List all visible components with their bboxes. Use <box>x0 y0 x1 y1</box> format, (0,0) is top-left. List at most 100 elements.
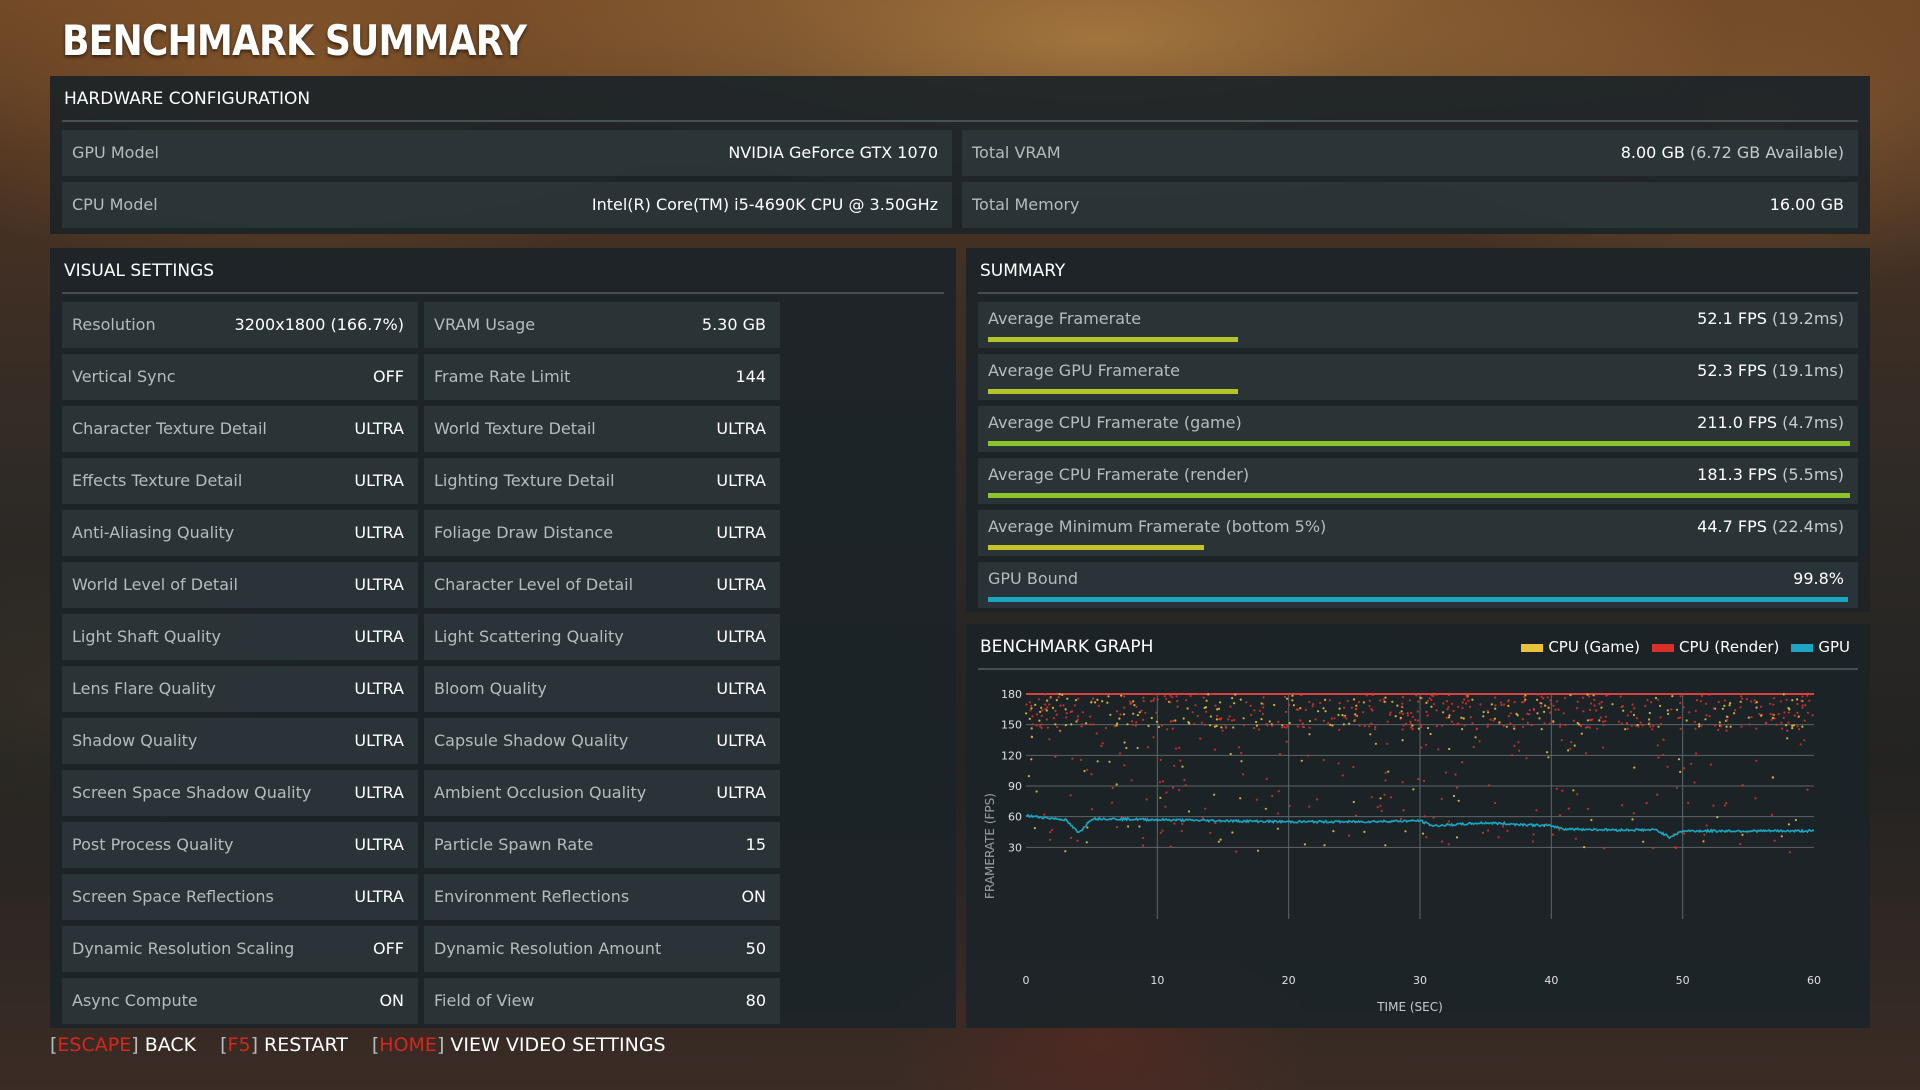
cpu-render-point <box>1619 695 1622 698</box>
cpu-render-point <box>1793 714 1796 717</box>
cpu-render-point <box>1265 777 1268 780</box>
cpu-render-point <box>1345 717 1348 720</box>
cpu-render-point <box>1559 723 1562 726</box>
cpu-render-point <box>1213 748 1217 751</box>
cpu-game-point <box>1273 703 1276 707</box>
cpu-render-point <box>1725 719 1728 722</box>
cpu-render-point <box>1786 729 1789 732</box>
cpu-render-point <box>1770 813 1774 816</box>
cpu-render-point <box>1245 701 1248 704</box>
setting-row-async-compute: Async Compute ON <box>62 978 418 1024</box>
setting-value: ULTRA <box>354 523 404 542</box>
cpu-game-point <box>1233 702 1236 705</box>
cpu-game-point <box>1132 712 1135 715</box>
cpu-game-point <box>1147 724 1150 728</box>
y-axis-label: FRAMERATE (FPS) <box>983 793 997 899</box>
cpu-game-point <box>1417 727 1420 730</box>
cpu-game-point <box>1786 737 1789 740</box>
cpu-game-point <box>1725 725 1728 728</box>
setting-label: Ambient Occlusion Quality <box>434 783 647 802</box>
cpu-render-point <box>1708 693 1711 696</box>
cpu-render-point <box>1422 779 1426 783</box>
cpu-render-point <box>1379 699 1382 702</box>
cpu-game-point <box>1115 724 1118 727</box>
setting-label: Async Compute <box>72 991 198 1010</box>
back-control[interactable]: [ESCAPE] BACK <box>50 1034 196 1056</box>
cpu-render-point <box>1543 722 1546 725</box>
cpu-game-point <box>1231 831 1234 834</box>
cpu-render-point <box>1368 705 1371 708</box>
restart-control[interactable]: [F5] RESTART <box>220 1034 348 1056</box>
cpu-game-point <box>1260 718 1263 721</box>
setting-label: Dynamic Resolution Amount <box>434 939 662 958</box>
cpu-render-point <box>1343 715 1346 718</box>
cpu-game-point <box>1679 770 1682 773</box>
cpu-game-point <box>1369 733 1372 736</box>
cpu-render-point <box>1040 723 1043 726</box>
cpu-render-point <box>1175 747 1178 750</box>
cpu-render-point <box>1301 722 1304 725</box>
cpu-render-point <box>1530 724 1533 727</box>
cpu-render-point <box>1584 752 1588 755</box>
cpu-render-point <box>1785 698 1788 701</box>
cpu-render-point <box>1635 717 1638 720</box>
setting-label: Environment Reflections <box>434 887 630 906</box>
cpu-render-point <box>1463 724 1466 727</box>
cpu-render-point <box>1365 694 1368 697</box>
cpu-render-point <box>1494 696 1497 699</box>
cpu-game-point <box>1362 701 1365 704</box>
cpu-render-point <box>1203 723 1206 726</box>
cpu-render-point <box>1319 701 1322 704</box>
cpu-render-point <box>1129 702 1132 705</box>
cpu-render-point <box>1739 706 1742 709</box>
cpu-render-point <box>1695 699 1699 702</box>
cpu-game-point <box>1573 744 1576 747</box>
cpu-game-point <box>1723 704 1726 707</box>
cpu-render-point <box>1070 836 1073 839</box>
cpu-render-point <box>1758 712 1761 716</box>
summary-heading: SUMMARY <box>978 248 1858 294</box>
cpu-render-point <box>1432 694 1435 698</box>
cpu-game-point <box>1622 709 1625 712</box>
cpu-render-point <box>1590 702 1593 705</box>
cpu-render-point <box>1050 828 1054 832</box>
cpu-render-point <box>1709 763 1712 766</box>
view-video-settings-control[interactable]: [HOME] VIEW VIDEO SETTINGS <box>372 1034 666 1056</box>
cpu-render-point <box>1507 700 1510 703</box>
cpu-model-row: CPU Model Intel(R) Core(TM) i5-4690K CPU… <box>62 182 952 228</box>
cpu-game-point <box>1030 727 1033 730</box>
cpu-game-point <box>1632 713 1636 717</box>
cpu-render-point <box>1457 705 1460 708</box>
cpu-game-point <box>1136 746 1139 750</box>
cpu-game-point <box>1324 698 1327 701</box>
cpu-render-point <box>1119 752 1122 755</box>
cpu-render-point <box>1228 715 1231 718</box>
cpu-render-point <box>1350 706 1353 709</box>
cpu-game-point <box>1507 704 1510 707</box>
key-escape: ESCAPE <box>57 1034 132 1056</box>
cpu-game-point <box>1544 704 1547 707</box>
cpu-game-point <box>1791 727 1794 730</box>
cpu-render-point <box>1725 802 1728 805</box>
graph-legend: CPU (Game) CPU (Render) GPU <box>1521 638 1850 656</box>
cpu-render-point <box>1338 702 1341 705</box>
cpu-render-point <box>1031 723 1034 726</box>
setting-value: 15 <box>745 835 766 854</box>
cpu-render-point <box>1679 727 1682 730</box>
cpu-render-point <box>1169 720 1172 723</box>
cpu-render-point <box>1574 837 1577 840</box>
cpu-game-point <box>1323 844 1326 847</box>
cpu-render-point <box>1442 702 1445 705</box>
cpu-game-point <box>1096 698 1099 701</box>
cpu-game-point <box>1281 724 1284 727</box>
cpu-render-point <box>1054 755 1057 758</box>
cpu-game-point <box>1348 722 1351 725</box>
key-f5: F5 <box>227 1034 251 1056</box>
cpu-render-point <box>1343 706 1346 709</box>
setting-value: 5.30 GB <box>701 315 766 334</box>
summary-bar <box>988 389 1238 394</box>
cpu-render-point <box>1043 813 1046 816</box>
cpu-render-point <box>1283 695 1287 699</box>
cpu-render-point <box>1040 726 1043 730</box>
summary-bar <box>988 493 1850 498</box>
